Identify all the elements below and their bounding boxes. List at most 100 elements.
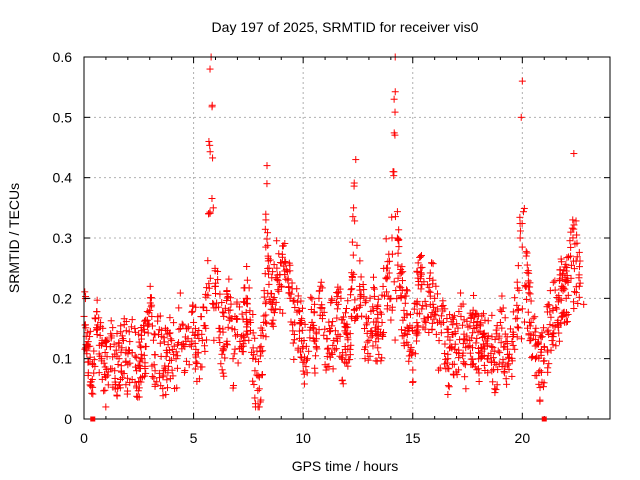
data-point: [290, 336, 298, 344]
data-point: [387, 316, 395, 324]
data-point: [526, 290, 534, 298]
data-point: [417, 285, 425, 293]
data-point: [158, 332, 166, 340]
data-point: [231, 326, 239, 334]
data-point: [278, 283, 286, 291]
data-point: [450, 360, 458, 368]
data-point: [101, 348, 109, 356]
data-point: [508, 337, 516, 345]
data-point: [573, 239, 581, 247]
data-point: [488, 333, 496, 341]
data-point: [443, 359, 451, 367]
data-point: [496, 349, 504, 357]
data-point: [254, 358, 262, 366]
y-tick-label: 0.5: [53, 109, 73, 125]
data-point: [269, 316, 277, 324]
data-point: [509, 308, 517, 316]
data-point: [279, 242, 287, 250]
data-point: [503, 380, 511, 388]
data-point: [554, 298, 562, 306]
data-point: [473, 317, 481, 325]
data-point: [109, 324, 117, 332]
data-point: [516, 234, 524, 242]
data-point: [348, 285, 356, 293]
data-point: [338, 354, 346, 362]
data-point: [396, 282, 404, 290]
data-point: [564, 277, 572, 285]
data-point: [142, 342, 150, 350]
data-point: [106, 343, 114, 351]
data-point: [333, 305, 341, 313]
data-point: [555, 337, 563, 345]
data-point: [348, 276, 356, 284]
data-point: [370, 284, 378, 292]
data-point: [524, 267, 532, 275]
data-point: [394, 261, 402, 269]
x-tick-label: 20: [515, 430, 531, 446]
data-point: [532, 335, 540, 343]
data-point: [257, 396, 265, 404]
data-point: [573, 231, 581, 239]
data-point: [560, 284, 568, 292]
data-point: [573, 253, 581, 261]
data-point: [218, 366, 226, 374]
data-point: [398, 326, 406, 334]
data-point: [268, 299, 276, 307]
data-point: [132, 353, 140, 361]
data-point: [336, 332, 344, 340]
data-point: [163, 330, 171, 338]
data-point: [223, 297, 231, 305]
data-point: [390, 129, 398, 137]
data-point: [318, 304, 326, 312]
data-point: [313, 345, 321, 353]
data-point: [422, 318, 430, 326]
data-point: [133, 392, 141, 400]
data-point: [567, 228, 575, 236]
data-point: [444, 391, 452, 399]
data-point: [206, 141, 214, 149]
data-point: [543, 328, 551, 336]
data-point: [422, 302, 430, 310]
data-point: [462, 385, 470, 393]
data-point: [298, 326, 306, 334]
data-point: [536, 384, 544, 392]
data-point: [101, 363, 109, 371]
y-tick-label: 0.1: [53, 351, 73, 367]
y-tick-label: 0.6: [53, 49, 73, 65]
data-point: [567, 243, 575, 251]
data-point: [457, 289, 465, 297]
y-axis-label: SRMTID / TECUs: [6, 183, 22, 293]
data-point: [570, 305, 578, 313]
data-point: [243, 262, 251, 270]
data-point: [145, 309, 153, 317]
data-point: [173, 364, 181, 372]
data-point: [563, 318, 571, 326]
data-point: [96, 331, 104, 339]
data-point: [562, 318, 570, 326]
data-point: [442, 355, 450, 363]
data-point: [563, 264, 571, 272]
data-point: [251, 334, 259, 342]
data-point: [377, 310, 385, 318]
data-point: [391, 88, 399, 96]
data-point: [570, 221, 578, 229]
data-point: [263, 235, 271, 243]
data-point: [104, 381, 112, 389]
data-point: [468, 344, 476, 352]
data-point: [273, 237, 281, 245]
data-point: [307, 323, 315, 331]
data-point: [131, 352, 139, 360]
data-point: [269, 306, 277, 314]
data-point: [445, 383, 453, 391]
data-point: [197, 313, 205, 321]
data-point: [500, 343, 508, 351]
data-point: [524, 277, 532, 285]
data-point: [264, 289, 272, 297]
data-point: [437, 329, 445, 337]
data-point: [302, 342, 310, 350]
data-point: [460, 335, 468, 343]
data-point: [572, 283, 580, 291]
data-point: [391, 336, 399, 344]
data-point: [506, 325, 514, 333]
data-point: [195, 335, 203, 343]
